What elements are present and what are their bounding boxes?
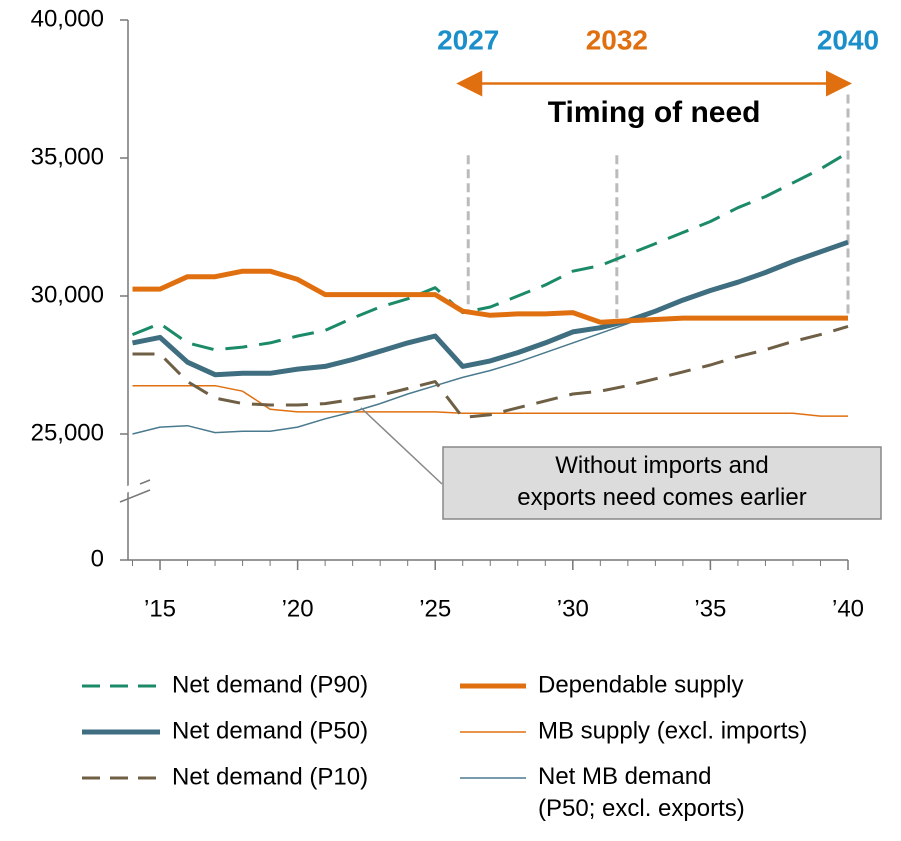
legend-label: Net demand (P50) [172,717,368,744]
x-tick-label: ’20 [282,595,314,622]
x-tick-label: ’15 [144,595,176,622]
callout-box [442,446,882,520]
y-tick-label: 35,000 [31,143,104,170]
legend-label: Net demand (P90) [172,671,368,698]
series-line [131,151,849,352]
marker-label: 2027 [437,24,499,55]
legend-item: Net demand (P10) [82,763,368,790]
x-tick-label: ’35 [694,595,726,622]
legend-label: MB supply (excl. imports) [538,717,807,744]
legend-item: Net MB demand (P50; excl. exports) [460,763,745,822]
legend-item: MB supply (excl. imports) [460,717,807,744]
y-tick-label: 30,000 [31,281,104,308]
x-tick-label: ’25 [419,595,451,622]
y-tick-label: 25,000 [31,419,104,446]
marker-label: 2040 [817,24,879,55]
y-tick-label: 40,000 [31,5,104,32]
x-tick-label: ’40 [832,595,864,622]
axis-break-gap [114,481,142,497]
series-line [132,324,849,419]
x-tick-label: ’30 [557,595,589,622]
axis-break [119,489,151,503]
arrow-label: Timing of need [548,96,761,129]
legend-item: Net demand (P90) [82,671,368,698]
legend-item: Net demand (P50) [82,717,368,744]
legend-label: Net demand (P10) [172,763,368,790]
series-line [132,239,849,378]
y-tick-label: 0 [91,545,104,572]
callout-leader [360,407,443,485]
arrow-head [826,70,852,97]
callout-text: Without imports and exports need comes ea… [517,452,806,511]
legend-label: Net MB demand (P50; excl. exports) [538,763,745,822]
legend-item: Dependable supply [460,671,744,698]
legend-label: Dependable supply [538,671,744,698]
series-line [132,384,848,417]
marker-label: 2032 [586,24,648,55]
arrow-head [456,70,483,97]
series-line [132,268,848,325]
